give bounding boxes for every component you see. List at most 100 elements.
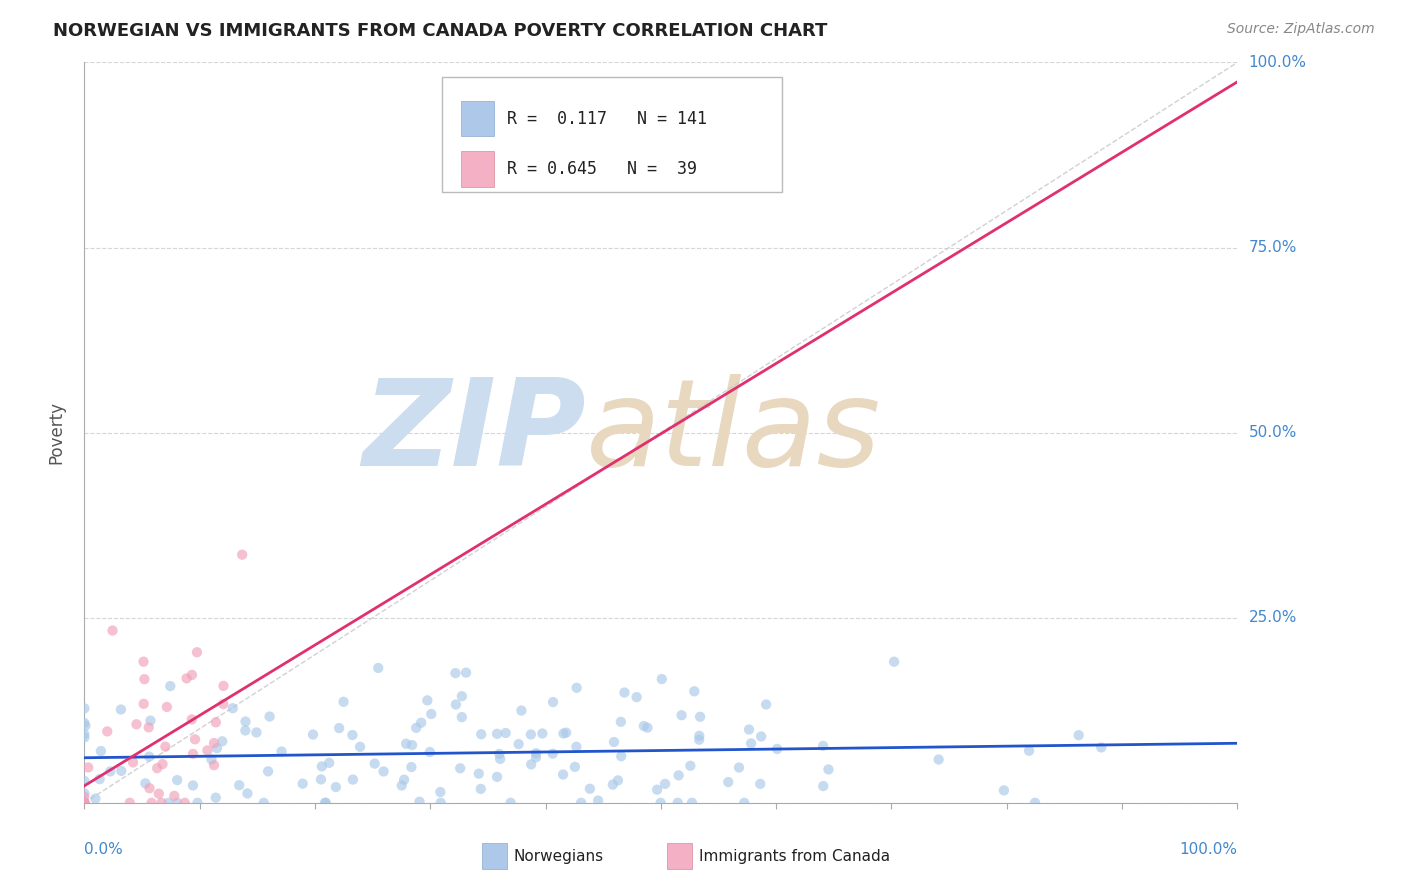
- Point: [134, 672, 156, 686]
- Text: 100.0%: 100.0%: [1180, 842, 1237, 856]
- Point: [245, 725, 267, 739]
- Point: [488, 747, 510, 761]
- Point: [166, 796, 188, 810]
- Point: [315, 796, 337, 810]
- Text: atlas: atlas: [586, 374, 882, 491]
- Point: [150, 796, 173, 810]
- Text: Norwegians: Norwegians: [513, 848, 603, 863]
- Point: [813, 779, 835, 793]
- Point: [626, 690, 648, 705]
- Point: [200, 752, 222, 766]
- Point: [1024, 796, 1046, 810]
- Point: [650, 796, 672, 810]
- Point: [73, 796, 96, 810]
- Point: [204, 790, 226, 805]
- Point: [633, 719, 655, 733]
- Text: R =  0.117   N = 141: R = 0.117 N = 141: [508, 110, 707, 128]
- Point: [270, 744, 292, 758]
- Point: [73, 796, 96, 810]
- Text: 50.0%: 50.0%: [1249, 425, 1296, 440]
- Point: [176, 671, 198, 685]
- Point: [139, 714, 162, 728]
- Point: [342, 728, 364, 742]
- Point: [606, 773, 628, 788]
- Point: [579, 781, 602, 796]
- Point: [391, 779, 413, 793]
- Point: [508, 737, 530, 751]
- Point: [202, 736, 225, 750]
- Text: 100.0%: 100.0%: [1249, 55, 1306, 70]
- Point: [96, 724, 118, 739]
- Point: [603, 735, 626, 749]
- Point: [222, 701, 245, 715]
- Point: [309, 772, 332, 787]
- Point: [1067, 728, 1090, 742]
- Point: [148, 787, 170, 801]
- Point: [766, 742, 789, 756]
- Point: [125, 717, 148, 731]
- Point: [468, 766, 491, 780]
- Point: [569, 796, 592, 810]
- Point: [89, 772, 111, 786]
- Point: [156, 700, 179, 714]
- Point: [110, 702, 132, 716]
- Point: [733, 796, 755, 810]
- Point: [883, 655, 905, 669]
- Point: [524, 746, 547, 760]
- Y-axis label: Poverty: Poverty: [48, 401, 66, 464]
- Point: [489, 752, 512, 766]
- Point: [363, 756, 385, 771]
- Point: [259, 709, 281, 723]
- Point: [118, 796, 141, 810]
- Point: [186, 796, 208, 810]
- Point: [373, 764, 395, 779]
- Point: [541, 747, 564, 761]
- Point: [202, 758, 225, 772]
- Point: [531, 726, 554, 740]
- Point: [993, 783, 1015, 797]
- Point: [416, 693, 439, 707]
- Point: [551, 767, 574, 781]
- Point: [454, 665, 477, 680]
- Point: [73, 701, 96, 715]
- Point: [449, 761, 471, 775]
- Text: 25.0%: 25.0%: [1249, 610, 1296, 625]
- Point: [928, 753, 950, 767]
- Point: [181, 779, 204, 793]
- Point: [180, 712, 202, 726]
- Point: [602, 778, 624, 792]
- Point: [311, 759, 333, 773]
- Point: [152, 757, 174, 772]
- Text: 75.0%: 75.0%: [1249, 240, 1296, 255]
- Point: [328, 721, 350, 735]
- Text: Immigrants from Canada: Immigrants from Canada: [699, 848, 890, 863]
- Point: [495, 726, 517, 740]
- Point: [541, 695, 564, 709]
- Point: [613, 685, 636, 699]
- Point: [429, 785, 451, 799]
- Point: [1018, 744, 1040, 758]
- Point: [553, 726, 575, 740]
- Point: [555, 725, 578, 739]
- Point: [84, 791, 107, 805]
- Text: NORWEGIAN VS IMMIGRANTS FROM CANADA POVERTY CORRELATION CHART: NORWEGIAN VS IMMIGRANTS FROM CANADA POVE…: [53, 22, 828, 40]
- Point: [73, 727, 96, 741]
- Point: [235, 714, 257, 729]
- Point: [132, 655, 155, 669]
- Point: [651, 672, 673, 686]
- Point: [740, 736, 762, 750]
- Point: [173, 796, 195, 810]
- Point: [157, 796, 180, 810]
- Point: [73, 789, 96, 804]
- Point: [236, 787, 259, 801]
- Point: [122, 756, 145, 770]
- Point: [291, 777, 314, 791]
- Point: [688, 732, 710, 747]
- Point: [98, 764, 121, 779]
- Point: [141, 796, 163, 810]
- Point: [367, 661, 389, 675]
- Point: [197, 743, 219, 757]
- Point: [342, 772, 364, 787]
- Point: [510, 704, 533, 718]
- Point: [817, 763, 839, 777]
